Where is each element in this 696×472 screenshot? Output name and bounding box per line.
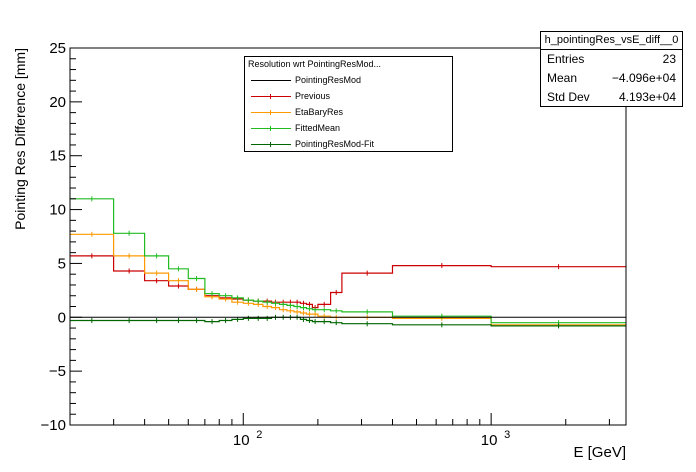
x-axis-label: E [GeV] [573,444,626,461]
legend-swatch [251,112,291,113]
stats-title: h_pointingRes_vsE_diff__0 [541,32,682,50]
series-line-previous [70,255,626,309]
stats-value: 23 [662,52,676,66]
legend-tick [270,126,271,131]
stats-row-mean: Mean −4.096e+04 [541,69,682,88]
x-tick-labels: 10 2 10 3 [233,429,510,449]
x-tick-exponent: 3 [504,429,510,441]
legend-label: PointingResMod-Fit [295,139,375,149]
series-line-etabaryres [70,233,626,326]
y-tick-label: −5 [49,363,66,380]
legend-entry-pointingresmod: PointingResMod [245,72,452,88]
legend-entry-etabaryres: EtaBaryRes [245,104,452,120]
legend-swatch [251,128,291,129]
legend: Resolution wrt PointingResMod... Pointin… [244,56,453,152]
y-tick-label: 20 [49,94,66,111]
legend-label: EtaBaryRes [295,107,344,117]
y-tick-label: 25 [49,40,66,57]
legend-entry-previous: Previous [245,88,452,104]
x-tick-label: 10 [233,432,250,449]
y-axis-label: Pointing Res Difference [mm] [12,48,28,230]
stats-box: h_pointingRes_vsE_diff__0 Entries 23 Mea… [540,31,683,107]
stats-row-stddev: Std Dev 4.193e+04 [541,88,682,107]
plot-frame [69,47,627,426]
legend-label: FittedMean [295,123,341,133]
stats-value: −4.096e+04 [611,71,676,85]
legend-label: PointingResMod [295,75,362,85]
stats-label: Entries [547,52,585,66]
stats-value: 4.193e+04 [618,90,676,104]
y-tick-label: 0 [58,309,66,326]
legend-entry-pointingresmod-fit: PointingResMod-Fit [245,136,452,152]
legend-entry-fittedmean: FittedMean [245,120,452,136]
legend-swatch [251,144,291,145]
stats-row-entries: Entries 23 [541,50,682,69]
y-tick-label: 5 [58,255,66,272]
series-line-fittedmean [70,198,626,324]
y-tick-label: 15 [49,148,66,165]
stats-label: Std Dev [547,90,590,104]
legend-swatch [251,80,291,81]
legend-tick [270,94,271,99]
stats-label: Mean [547,71,578,85]
series-layer [70,196,626,329]
x-tick-exponent: 2 [256,429,262,441]
y-tick-labels: −10 −5 0 5 10 15 20 25 [41,40,66,434]
axis-ticks [69,47,610,426]
legend-tick [270,142,271,147]
legend-label: Previous [295,91,331,101]
y-tick-label: 10 [49,202,66,219]
x-tick-label: 10 [481,432,498,449]
y-tick-label: −10 [41,417,66,434]
legend-tick [270,110,271,115]
legend-swatch [251,96,291,97]
legend-header: Resolution wrt PointingResMod... [248,59,382,69]
